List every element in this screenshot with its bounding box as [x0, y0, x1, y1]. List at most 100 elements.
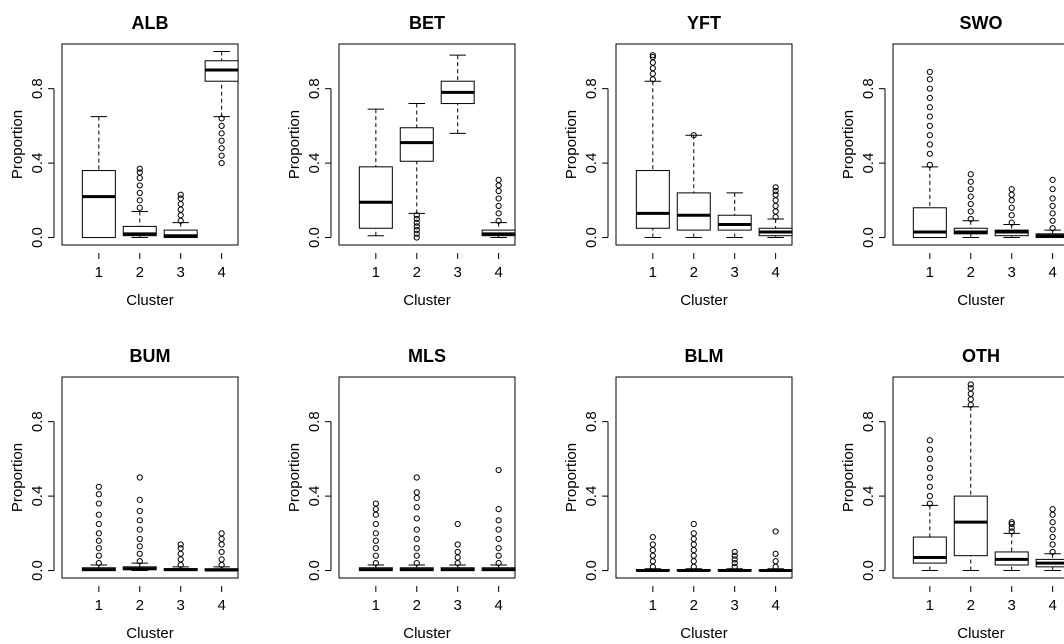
- outlier: [413, 526, 420, 533]
- outlier: [690, 558, 697, 565]
- outlier: [177, 195, 184, 202]
- x-axis-label: Cluster: [403, 292, 451, 309]
- outlier: [218, 122, 225, 129]
- outlier: [177, 200, 184, 208]
- plot-frame: [338, 376, 516, 579]
- panel-title: OTH: [962, 346, 1000, 366]
- outlier: [218, 556, 225, 563]
- outlier: [772, 550, 779, 557]
- outlier: [690, 530, 697, 537]
- outlier: [413, 215, 420, 223]
- outlier: [136, 543, 143, 550]
- outlier: [772, 197, 779, 204]
- y-tick-label: 0.4: [583, 153, 600, 174]
- x-axis-label: Cluster: [957, 625, 1005, 642]
- box: [358, 166, 393, 229]
- y-tick-label: 0.8: [583, 78, 600, 99]
- y-tick-label: 0.4: [29, 153, 46, 174]
- outlier: [649, 65, 656, 72]
- outlier: [372, 520, 379, 528]
- panel: BLM Cluster Proportion 0.0 0.4 0.8 1 2 3 4: [563, 346, 793, 642]
- x-tick-label: 1: [649, 597, 657, 614]
- outlier: [495, 176, 502, 183]
- outlier: [95, 483, 102, 490]
- panel: BUM Cluster Proportion 0.0 0.4 0.8 1 2 3 4: [9, 346, 239, 642]
- outlier: [926, 68, 933, 76]
- x-axis-label: Cluster: [126, 292, 174, 309]
- outlier: [1008, 520, 1015, 528]
- outlier: [136, 174, 143, 182]
- x-tick-label: 1: [372, 597, 380, 614]
- outlier: [967, 193, 974, 200]
- outlier: [454, 541, 461, 548]
- outlier: [649, 53, 656, 61]
- panel: MLS Cluster Proportion 0.0 0.4 0.8 1 2 3 4: [286, 346, 516, 642]
- y-tick-label: 0.4: [860, 486, 877, 507]
- x-tick-label: 1: [95, 597, 103, 614]
- x-tick-label: 4: [217, 597, 225, 614]
- y-tick-label: 0.0: [583, 227, 600, 248]
- x-axis-label: Cluster: [680, 625, 728, 642]
- outlier: [136, 550, 143, 557]
- outlier: [926, 113, 933, 120]
- outlier: [413, 545, 420, 552]
- outlier: [136, 558, 143, 565]
- outlier: [218, 541, 225, 548]
- y-tick-label: 0.0: [306, 560, 323, 581]
- outlier: [136, 526, 143, 533]
- outlier: [177, 541, 184, 548]
- x-tick-label: 1: [926, 597, 934, 614]
- outlier: [413, 234, 420, 241]
- outlier: [1049, 225, 1056, 232]
- outlier: [372, 545, 379, 552]
- x-tick-label: 2: [967, 597, 975, 614]
- box: [163, 229, 198, 239]
- outlier: [218, 535, 225, 543]
- y-axis-label: Proportion: [563, 443, 580, 512]
- outlier: [1008, 191, 1015, 198]
- outlier: [1049, 519, 1056, 526]
- outlier: [136, 169, 143, 176]
- x-tick-label: 1: [372, 264, 380, 281]
- outlier: [731, 560, 738, 567]
- outlier: [967, 186, 974, 193]
- outlier: [731, 556, 738, 563]
- outlier: [136, 535, 143, 543]
- y-tick-label: 0.0: [29, 560, 46, 581]
- outlier: [649, 52, 656, 59]
- y-axis-label: Proportion: [286, 110, 303, 179]
- outlier: [136, 204, 143, 211]
- outlier: [1049, 548, 1056, 556]
- y-tick-label: 0.4: [29, 486, 46, 507]
- x-tick-label: 2: [136, 264, 144, 281]
- outlier: [926, 493, 933, 500]
- x-tick-label: 3: [177, 597, 185, 614]
- outlier: [495, 560, 502, 567]
- outlier: [136, 182, 143, 189]
- outlier: [926, 446, 933, 453]
- outlier: [926, 483, 933, 490]
- outlier: [495, 202, 502, 210]
- box: [122, 225, 157, 237]
- plot-frame: [61, 43, 239, 246]
- outlier: [495, 552, 502, 559]
- outlier: [372, 537, 379, 544]
- outlier: [690, 546, 697, 554]
- y-tick-label: 0.0: [860, 560, 877, 581]
- outlier: [413, 552, 420, 559]
- box: [676, 192, 711, 231]
- x-tick-label: 3: [454, 264, 462, 281]
- panel: YFT Cluster Proportion 0.0 0.4 0.8 1 2 3 4: [563, 13, 793, 309]
- outlier: [690, 132, 697, 139]
- panel: OTH Cluster Proportion 0.0 0.4 0.8 1 2 3 4: [840, 346, 1064, 642]
- x-tick-label: 2: [690, 597, 698, 614]
- outlier: [926, 122, 933, 129]
- outlier: [649, 70, 656, 77]
- x-tick-label: 4: [771, 264, 779, 281]
- outlier: [967, 381, 974, 388]
- outlier: [495, 217, 502, 224]
- outlier: [95, 560, 102, 567]
- outlier: [372, 552, 379, 559]
- y-axis-label: Proportion: [563, 110, 580, 179]
- y-axis-label: Proportion: [9, 443, 26, 512]
